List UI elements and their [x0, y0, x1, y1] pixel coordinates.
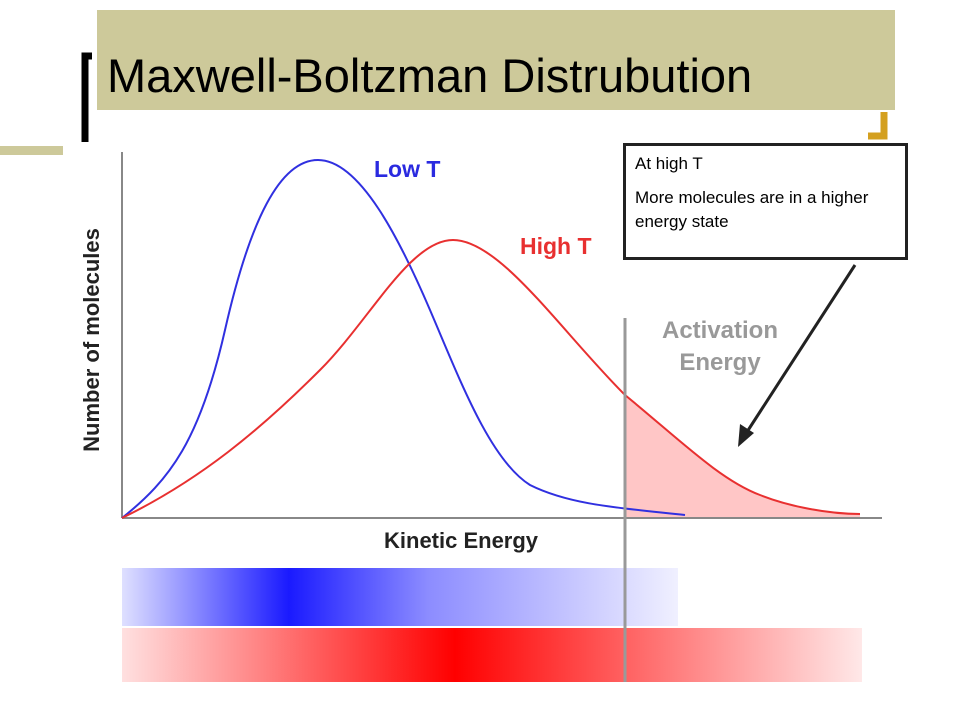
callout-text: More molecules are in a higher energy st…	[635, 188, 869, 231]
arrow-head	[738, 424, 754, 447]
activation-area	[625, 395, 860, 518]
callout-heading: At high T	[635, 154, 703, 173]
title-banner	[97, 10, 895, 110]
high-t-curve	[121, 238, 861, 519]
bracket-right	[868, 112, 888, 140]
low-t-curve	[121, 158, 686, 519]
high-t-label: High T	[520, 233, 592, 259]
low-t-label: Low T	[374, 156, 441, 182]
bracket-left	[81, 52, 92, 142]
high-t-band	[122, 628, 862, 682]
x-axis-label: Kinetic Energy	[384, 528, 539, 553]
slide-title: Maxwell-Boltzman Distrubution	[107, 49, 753, 102]
accent-bar	[0, 146, 63, 155]
low-t-band	[122, 568, 678, 626]
y-axis-label: Number of molecules	[79, 228, 104, 452]
arrow-shaft	[743, 264, 857, 436]
activation-label: Activation Energy	[661, 317, 778, 376]
callout-box: At high T More molecules are in a higher…	[623, 143, 908, 260]
